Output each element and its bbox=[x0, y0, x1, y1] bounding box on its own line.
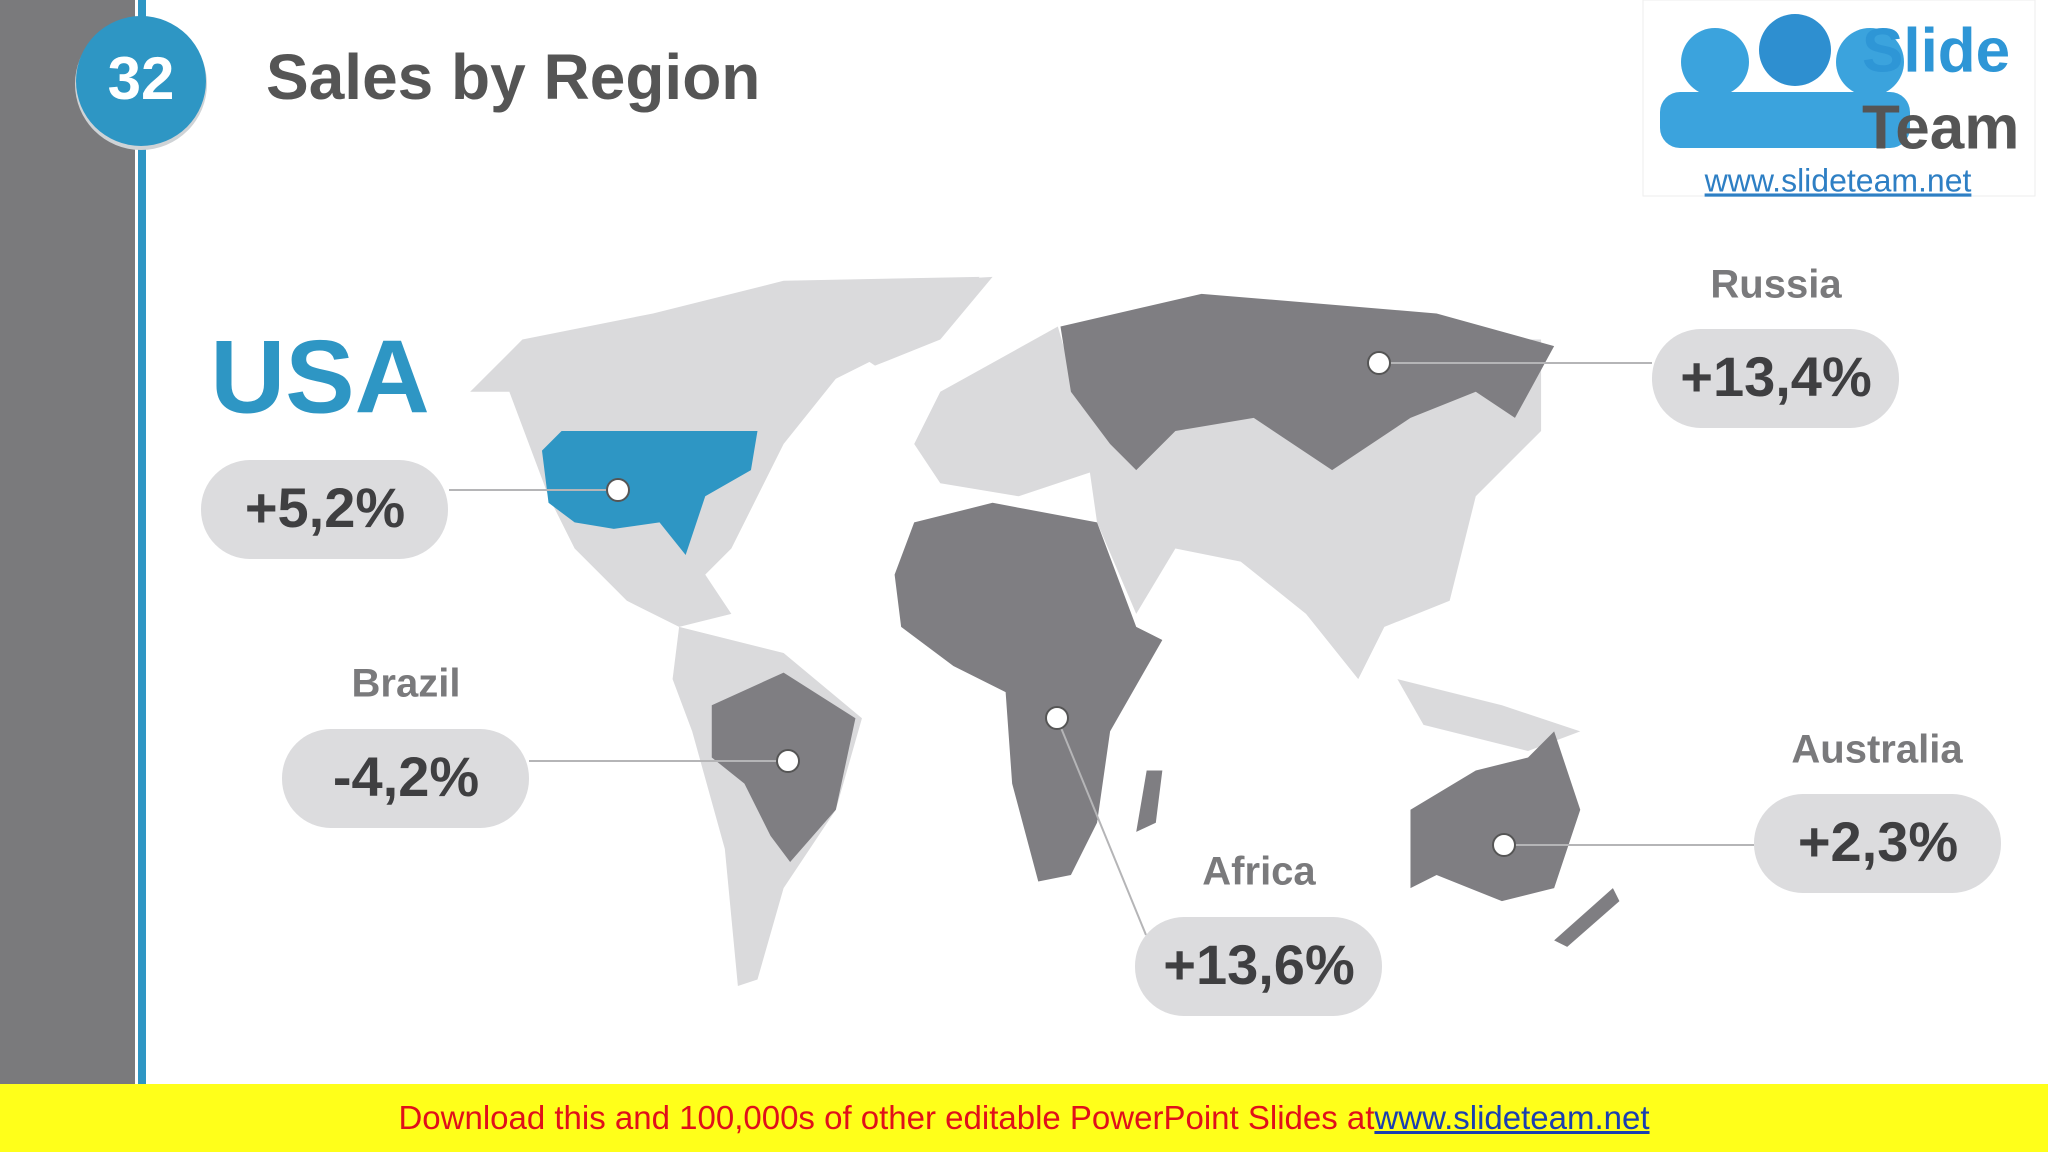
region-name: Russia bbox=[1710, 263, 1842, 307]
value-pill bbox=[1754, 794, 2001, 893]
footer-text: Download this and 100,000s of other edit… bbox=[398, 1099, 1375, 1136]
side-bar bbox=[0, 0, 135, 1084]
value-pill bbox=[1135, 917, 1382, 1016]
slide: 32 Sales by Region Slide Team www.slidet… bbox=[0, 0, 2036, 1084]
region-name: USA bbox=[210, 319, 430, 435]
africa-shape bbox=[894, 502, 1163, 882]
continent bbox=[914, 326, 1098, 497]
region-dot bbox=[1045, 706, 1069, 730]
continent bbox=[809, 276, 993, 366]
logo-text: Team bbox=[1862, 93, 2019, 162]
callouts: +5,2% USA +13,4% Russia -4,2% Brazil +13,6% Afr… bbox=[201, 263, 2001, 1016]
region-dot bbox=[1492, 833, 1516, 857]
logo-icon bbox=[1681, 28, 1749, 96]
continent bbox=[1397, 679, 1581, 751]
logo-text: Slide bbox=[1862, 16, 2010, 85]
region-value: +13,6% bbox=[1163, 933, 1355, 996]
region-name: Australia bbox=[1791, 728, 1963, 772]
usa-shape bbox=[541, 430, 758, 556]
value-pill bbox=[1652, 329, 1899, 428]
value-pill bbox=[282, 729, 529, 828]
connector bbox=[1056, 717, 1147, 936]
region-value: +13,4% bbox=[1680, 345, 1872, 408]
world-map bbox=[470, 276, 1620, 987]
logo-icon bbox=[1660, 92, 1910, 148]
region-dot bbox=[606, 478, 630, 502]
slide-title: Sales by Region bbox=[266, 41, 760, 113]
region-name: Brazil bbox=[352, 662, 461, 706]
logo-icon bbox=[1836, 28, 1904, 96]
region-value: +2,3% bbox=[1798, 810, 1958, 873]
side-accent bbox=[138, 0, 146, 1084]
region-name: Africa bbox=[1202, 850, 1316, 894]
logo-url[interactable]: www.slideteam.net bbox=[1704, 162, 1972, 198]
footer: Download this and 100,000s of other edit… bbox=[0, 1084, 2048, 1152]
footer-link[interactable]: www.slideteam.net bbox=[1374, 1099, 1650, 1136]
number-circle bbox=[76, 16, 206, 146]
region-dot bbox=[1367, 351, 1391, 375]
slide-number: 32 bbox=[108, 45, 175, 112]
value-pill bbox=[201, 460, 448, 559]
russia-shape bbox=[1060, 293, 1555, 471]
australia-shape bbox=[1554, 888, 1620, 947]
logo: Slide Team www.slideteam.net bbox=[1642, 0, 2036, 198]
region-value: +5,2% bbox=[245, 476, 405, 539]
logo-icon bbox=[1759, 14, 1831, 86]
region-dot bbox=[776, 749, 800, 773]
region-value: -4,2% bbox=[333, 745, 479, 808]
australia-shape bbox=[1410, 731, 1581, 902]
africa-shape bbox=[1136, 770, 1163, 832]
